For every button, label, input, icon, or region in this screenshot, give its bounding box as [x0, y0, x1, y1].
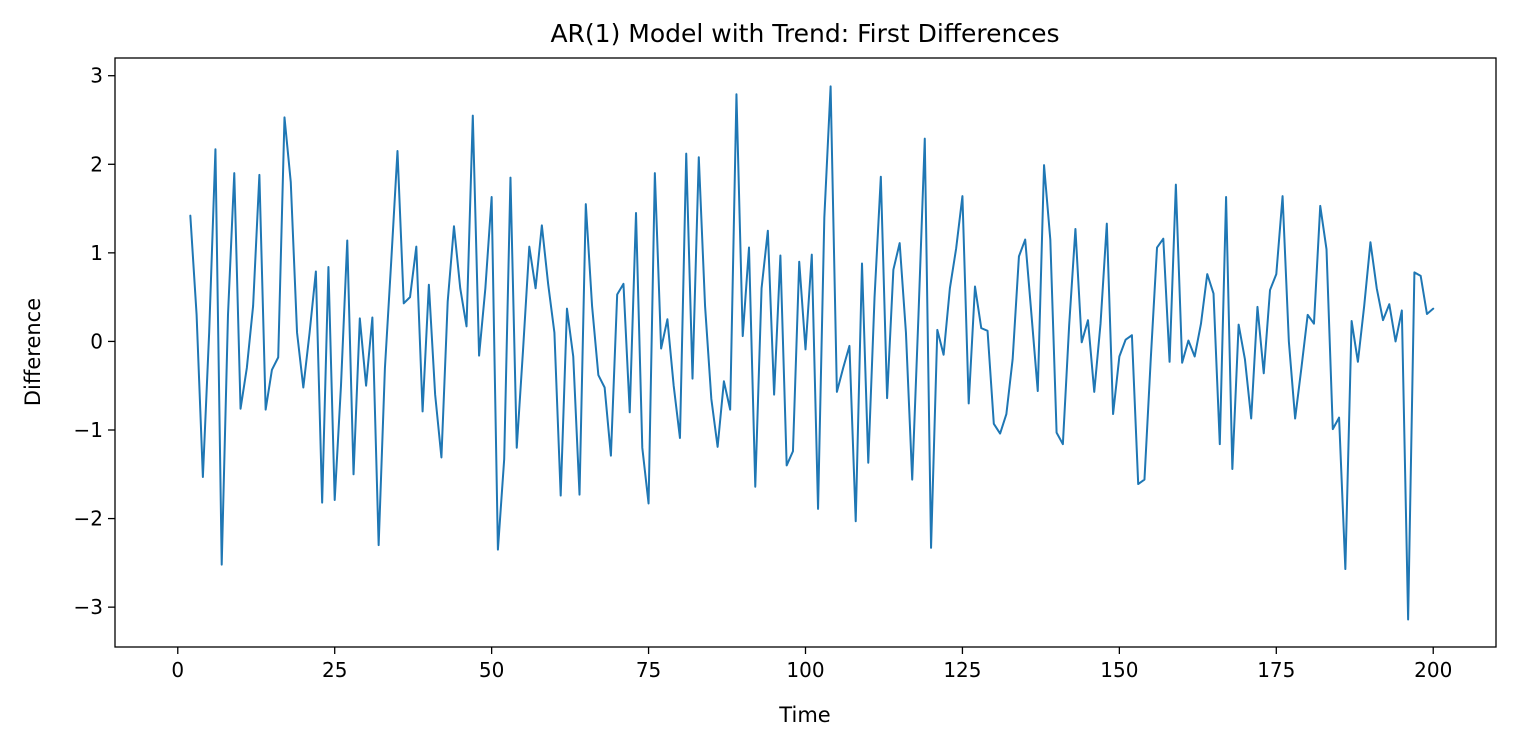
x-tick-label: 50	[479, 658, 504, 682]
y-axis-ticks: −3 −2 −1 0 1 2 3	[74, 64, 115, 619]
x-tick-label: 125	[943, 658, 981, 682]
x-tick-label: 100	[786, 658, 824, 682]
x-axis-ticks: 0 25 50 75 100 125 150 175 200	[171, 647, 1452, 682]
series-line	[189, 85, 1435, 621]
y-tick-label: 2	[90, 152, 103, 176]
y-tick-label: 1	[90, 241, 103, 265]
y-tick-label: −1	[74, 418, 103, 442]
y-tick-label: 0	[90, 329, 103, 353]
x-tick-label: 0	[171, 658, 184, 682]
y-tick-label: −3	[74, 595, 103, 619]
plot-frame	[114, 57, 1497, 648]
x-tick-label: 175	[1257, 658, 1295, 682]
chart-title: AR(1) Model with Trend: First Difference…	[550, 19, 1059, 48]
y-axis-title: Difference	[21, 298, 45, 406]
y-tick-label: 3	[90, 64, 103, 88]
y-tick-label: −2	[74, 507, 103, 531]
x-tick-label: 200	[1414, 658, 1452, 682]
x-tick-label: 150	[1100, 658, 1138, 682]
x-tick-label: 25	[322, 658, 347, 682]
x-axis-title: Time	[778, 703, 830, 727]
x-tick-label: 75	[636, 658, 661, 682]
